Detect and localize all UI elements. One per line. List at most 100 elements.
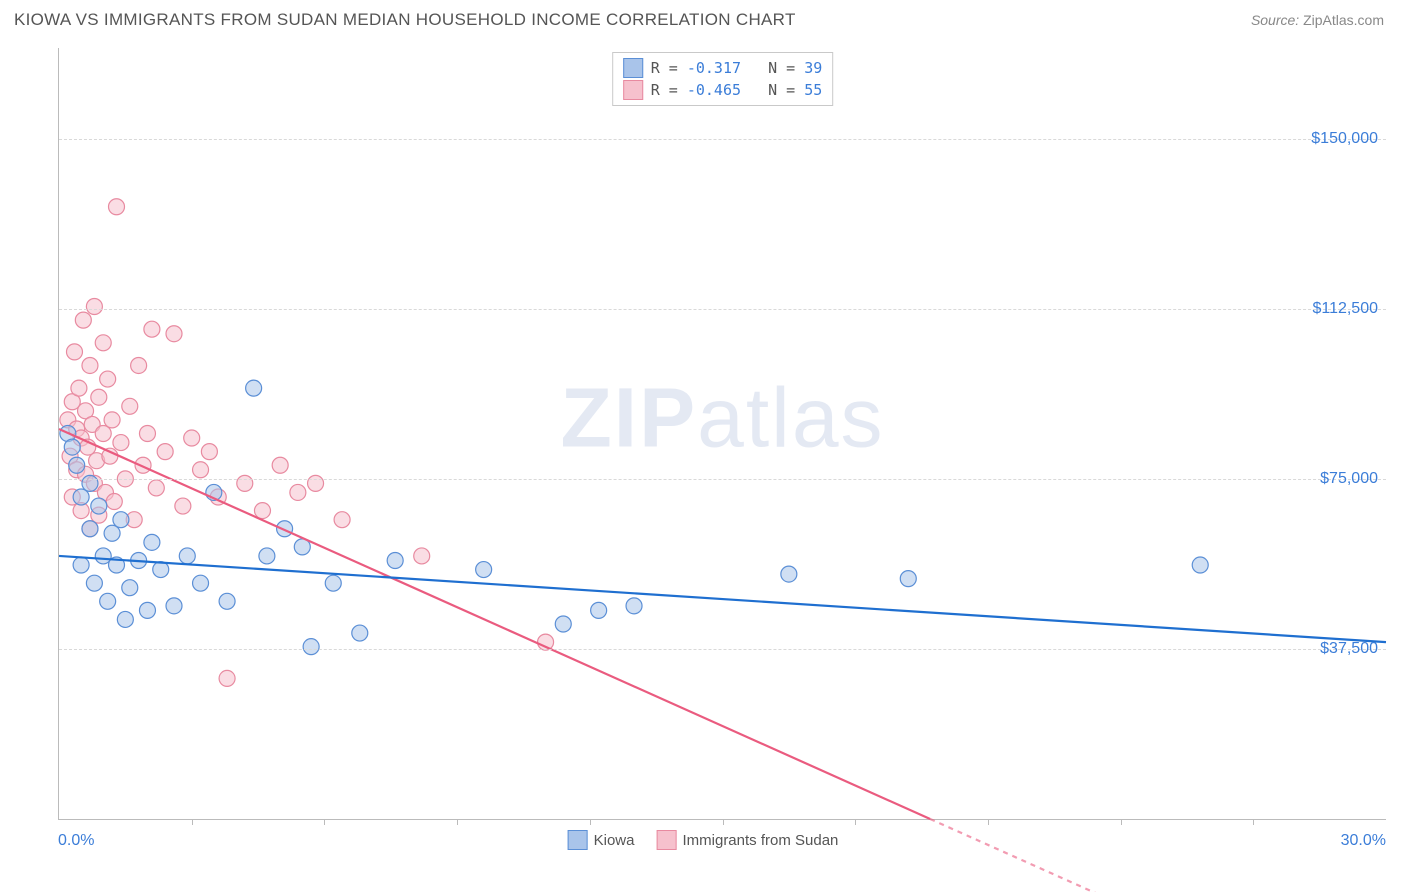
data-point bbox=[352, 625, 368, 641]
legend-text: R = -0.317 N = 39 bbox=[651, 59, 823, 77]
legend-item: Immigrants from Sudan bbox=[656, 830, 838, 850]
trend-line bbox=[59, 429, 930, 819]
data-point bbox=[591, 602, 607, 618]
gridline bbox=[59, 649, 1386, 650]
data-point bbox=[179, 548, 195, 564]
x-tick bbox=[324, 819, 325, 825]
data-point bbox=[237, 475, 253, 491]
data-point bbox=[1192, 557, 1208, 573]
x-tick bbox=[590, 819, 591, 825]
data-point bbox=[325, 575, 341, 591]
y-tick-label: $37,500 bbox=[1320, 640, 1378, 658]
series-legend: Kiowa Immigrants from Sudan bbox=[568, 830, 839, 850]
data-point bbox=[109, 199, 125, 215]
data-point bbox=[131, 357, 147, 373]
data-point bbox=[184, 430, 200, 446]
data-point bbox=[122, 398, 138, 414]
legend-row: R = -0.317 N = 39 bbox=[623, 57, 823, 79]
legend-item: Kiowa bbox=[568, 830, 635, 850]
legend-swatch bbox=[568, 830, 588, 850]
correlation-legend: R = -0.317 N = 39 R = -0.465 N = 55 bbox=[612, 52, 834, 106]
data-point bbox=[95, 426, 111, 442]
data-point bbox=[148, 480, 164, 496]
plot-area: ZIPatlas R = -0.317 N = 39R = -0.465 N =… bbox=[58, 48, 1386, 820]
chart-container: Median Household Income ZIPatlas R = -0.… bbox=[14, 40, 1392, 864]
data-point bbox=[86, 299, 102, 315]
y-tick-label: $150,000 bbox=[1311, 130, 1378, 148]
data-point bbox=[166, 598, 182, 614]
data-point bbox=[122, 580, 138, 596]
data-point bbox=[82, 357, 98, 373]
data-point bbox=[246, 380, 262, 396]
data-point bbox=[139, 602, 155, 618]
x-tick bbox=[192, 819, 193, 825]
data-point bbox=[900, 571, 916, 587]
data-point bbox=[193, 462, 209, 478]
data-point bbox=[82, 475, 98, 491]
x-axis-max-label: 30.0% bbox=[1341, 832, 1386, 850]
legend-swatch bbox=[623, 80, 643, 100]
gridline bbox=[59, 479, 1386, 480]
data-point bbox=[95, 335, 111, 351]
data-point bbox=[308, 475, 324, 491]
gridline bbox=[59, 309, 1386, 310]
data-point bbox=[113, 435, 129, 451]
data-point bbox=[100, 371, 116, 387]
data-point bbox=[144, 534, 160, 550]
data-point bbox=[272, 457, 288, 473]
data-point bbox=[277, 521, 293, 537]
data-point bbox=[73, 557, 89, 573]
x-tick bbox=[855, 819, 856, 825]
legend-text: R = -0.465 N = 55 bbox=[651, 81, 823, 99]
data-point bbox=[117, 611, 133, 627]
source-attribution: Source: ZipAtlas.com bbox=[1251, 12, 1384, 28]
data-point bbox=[144, 321, 160, 337]
data-point bbox=[781, 566, 797, 582]
data-point bbox=[64, 439, 80, 455]
data-point bbox=[69, 457, 85, 473]
scatter-svg bbox=[59, 48, 1386, 819]
y-tick-label: $75,000 bbox=[1320, 470, 1378, 488]
data-point bbox=[254, 503, 270, 519]
data-point bbox=[387, 552, 403, 568]
source-label: Source: bbox=[1251, 12, 1299, 28]
y-tick-label: $112,500 bbox=[1312, 300, 1378, 318]
legend-swatch bbox=[623, 58, 643, 78]
data-point bbox=[175, 498, 191, 514]
data-point bbox=[626, 598, 642, 614]
data-point bbox=[259, 548, 275, 564]
data-point bbox=[86, 575, 102, 591]
legend-row: R = -0.465 N = 55 bbox=[623, 79, 823, 101]
data-point bbox=[91, 498, 107, 514]
data-point bbox=[91, 389, 107, 405]
source-value: ZipAtlas.com bbox=[1303, 12, 1384, 28]
data-point bbox=[555, 616, 571, 632]
data-point bbox=[219, 593, 235, 609]
x-tick bbox=[1253, 819, 1254, 825]
data-point bbox=[166, 326, 182, 342]
legend-swatch bbox=[656, 830, 676, 850]
x-tick bbox=[457, 819, 458, 825]
data-point bbox=[66, 344, 82, 360]
data-point bbox=[334, 512, 350, 528]
legend-label: Kiowa bbox=[594, 832, 635, 849]
data-point bbox=[414, 548, 430, 564]
data-point bbox=[193, 575, 209, 591]
data-point bbox=[82, 521, 98, 537]
x-tick bbox=[1121, 819, 1122, 825]
data-point bbox=[100, 593, 116, 609]
x-tick bbox=[988, 819, 989, 825]
x-tick bbox=[723, 819, 724, 825]
chart-title: KIOWA VS IMMIGRANTS FROM SUDAN MEDIAN HO… bbox=[14, 10, 796, 30]
x-axis-min-label: 0.0% bbox=[58, 832, 94, 850]
trend-line-extrapolated bbox=[930, 819, 1386, 892]
data-point bbox=[476, 562, 492, 578]
trend-line bbox=[59, 556, 1386, 642]
data-point bbox=[73, 489, 89, 505]
data-point bbox=[75, 312, 91, 328]
gridline bbox=[59, 139, 1386, 140]
legend-label: Immigrants from Sudan bbox=[682, 832, 838, 849]
data-point bbox=[219, 670, 235, 686]
data-point bbox=[157, 444, 173, 460]
data-point bbox=[104, 412, 120, 428]
